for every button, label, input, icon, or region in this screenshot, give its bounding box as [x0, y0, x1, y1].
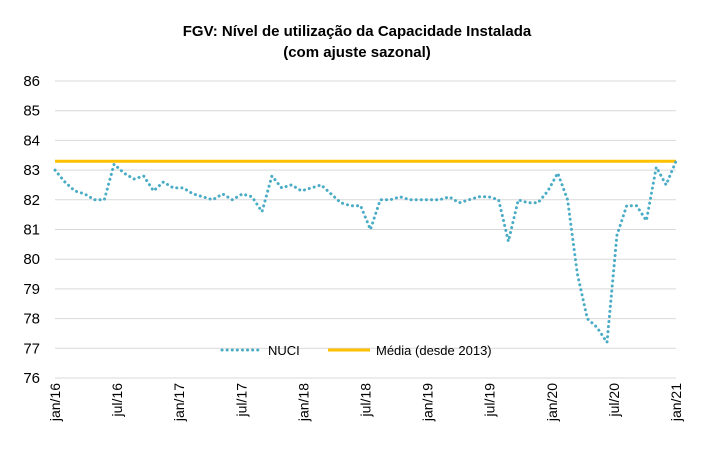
x-tick-label: jul/18: [358, 383, 374, 418]
x-tick-label: jan/17: [171, 383, 187, 422]
x-tick-label: jul/20: [606, 383, 622, 418]
x-tick-label: jan/19: [420, 383, 436, 422]
x-tick-label: jul/16: [109, 383, 125, 418]
chart-legend: NUCI Média (desde 2013): [220, 343, 492, 358]
chart-title: FGV: Nível de utilização da Capacidade I…: [183, 23, 532, 40]
y-tick-label: 84: [23, 132, 40, 149]
x-axis-ticks: jan/16 jul/16 jan/17 jul/17 jan/18 jul/18 jan/…: [47, 383, 684, 422]
series-group: [53, 159, 678, 344]
chart-subtitle: (com ajuste sazonal): [283, 44, 431, 61]
y-tick-label: 79: [23, 281, 40, 298]
x-tick-label: jan/16: [47, 383, 63, 422]
series-line-nuci: [53, 159, 678, 344]
y-tick-label: 82: [23, 192, 40, 209]
y-tick-label: 76: [23, 370, 40, 387]
x-tick-label: jul/17: [233, 383, 249, 418]
x-tick-label: jan/18: [295, 383, 311, 422]
y-tick-label: 83: [23, 162, 40, 179]
legend-label-nuci: NUCI: [268, 343, 300, 358]
y-tick-label: 80: [23, 251, 40, 268]
gridlines: [55, 80, 676, 349]
y-tick-label: 77: [23, 340, 40, 357]
y-tick-label: 81: [23, 222, 40, 239]
x-tick-label: jan/20: [544, 383, 560, 422]
y-axis-ticks: 76 77 78 79 80 81 82 83 84 85 86: [23, 73, 40, 387]
legend-label-media: Média (desde 2013): [376, 343, 492, 358]
y-tick-label: 85: [23, 103, 40, 120]
x-tick-label: jul/19: [482, 383, 498, 418]
y-tick-label: 78: [23, 311, 40, 328]
y-tick-label: 86: [23, 73, 40, 90]
x-tick-label: jan/21: [668, 383, 684, 422]
